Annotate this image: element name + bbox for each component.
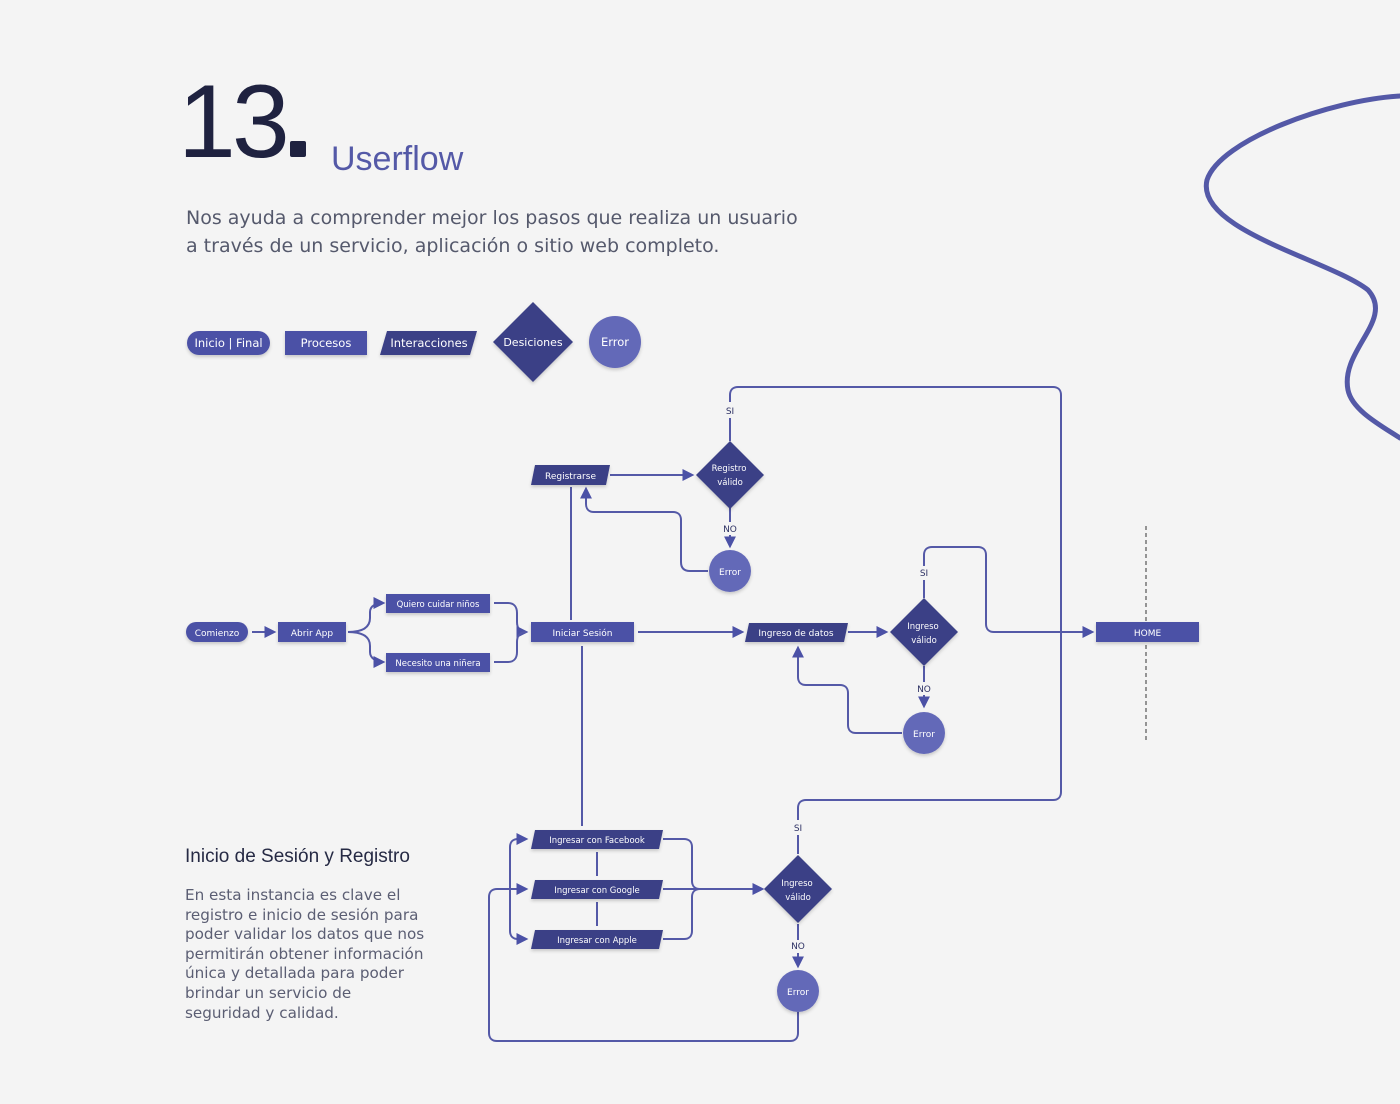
node-entry-valid: Ingreso válido: [890, 598, 958, 666]
legend-decision-label: Desiciones: [503, 336, 563, 349]
node-social-error: Error: [777, 970, 819, 1012]
decorative-wave: [1203, 93, 1400, 441]
node-facebook: Ingresar con Facebook: [531, 830, 663, 849]
node-google: Ingresar con Google: [531, 880, 663, 899]
section-number: 13: [178, 70, 306, 174]
connectors: [252, 386, 1095, 1042]
node-apple: Ingresar con Apple: [531, 930, 663, 949]
node-apple-label: Ingresar con Apple: [557, 936, 637, 946]
intro-text: Nos ayuda a comprender mejor los pasos q…: [186, 204, 846, 260]
node-social-valid-line2: válido: [785, 893, 811, 903]
node-option-care: Quiero cuidar niños: [386, 594, 490, 613]
page-title: Userflow: [331, 140, 464, 178]
node-social-error-label: Error: [787, 988, 809, 998]
node-home: HOME: [1096, 622, 1199, 642]
section-body: En esta instancia es clave el registro e…: [185, 886, 425, 1022]
node-register-error-label: Error: [719, 568, 741, 578]
node-register-valid: Registro válido: [696, 441, 764, 509]
legend-start-end: Inicio | Final: [187, 331, 270, 355]
node-data-entry: Ingreso de datos: [745, 623, 848, 642]
entry-no-label: NO: [917, 685, 931, 695]
node-login-label: Iniciar Sesión: [552, 628, 612, 639]
node-start: Comienzo: [186, 622, 248, 642]
node-login: Iniciar Sesión: [531, 622, 634, 642]
node-register: Registrarse: [531, 465, 610, 485]
node-open-app: Abrir App: [278, 622, 346, 642]
legend-start-end-label: Inicio | Final: [194, 336, 262, 350]
legend-interaction-label: Interacciones: [390, 336, 467, 350]
node-facebook-label: Ingresar con Facebook: [549, 836, 645, 846]
register-no-label: NO: [723, 525, 737, 535]
node-register-valid-line2: válido: [717, 478, 743, 488]
social-yes-label: SI: [794, 824, 802, 834]
node-register-valid-line1: Registro: [712, 464, 747, 474]
node-social-valid-line1: Ingreso: [781, 879, 812, 889]
node-entry-valid-line2: válido: [911, 636, 937, 646]
node-social-valid: Ingreso válido: [764, 855, 832, 923]
section-heading: Inicio de Sesión y Registro: [185, 846, 410, 867]
node-data-entry-label: Ingreso de datos: [758, 629, 834, 639]
legend-error-label: Error: [601, 335, 629, 349]
legend-process: Procesos: [285, 331, 367, 355]
node-google-label: Ingresar con Google: [554, 886, 640, 896]
node-home-label: HOME: [1134, 629, 1162, 639]
node-option-need: Necesito una niñera: [386, 653, 490, 672]
node-option-care-label: Quiero cuidar niños: [397, 600, 480, 610]
legend: Inicio | Final Procesos Interacciones De…: [187, 302, 641, 382]
social-no-label: NO: [791, 942, 805, 952]
node-entry-error-label: Error: [913, 730, 935, 740]
entry-yes-label: SI: [920, 569, 928, 579]
node-entry-valid-line1: Ingreso: [907, 622, 938, 632]
node-entry-error: Error: [903, 712, 945, 754]
intro-line-2: a través de un servicio, aplicación o si…: [186, 235, 720, 257]
legend-decision: Desiciones: [493, 302, 573, 382]
node-open-app-label: Abrir App: [291, 629, 334, 639]
legend-interaction: Interacciones: [380, 331, 477, 355]
node-start-label: Comienzo: [195, 629, 240, 639]
legend-process-label: Procesos: [301, 336, 352, 350]
node-option-need-label: Necesito una niñera: [395, 659, 480, 669]
node-register-error: Error: [709, 550, 751, 592]
number-dot: [289, 141, 306, 157]
node-register-label: Registrarse: [545, 472, 596, 482]
register-yes-label: SI: [726, 407, 734, 417]
legend-error: Error: [589, 316, 641, 368]
intro-line-1: Nos ayuda a comprender mejor los pasos q…: [186, 207, 798, 229]
